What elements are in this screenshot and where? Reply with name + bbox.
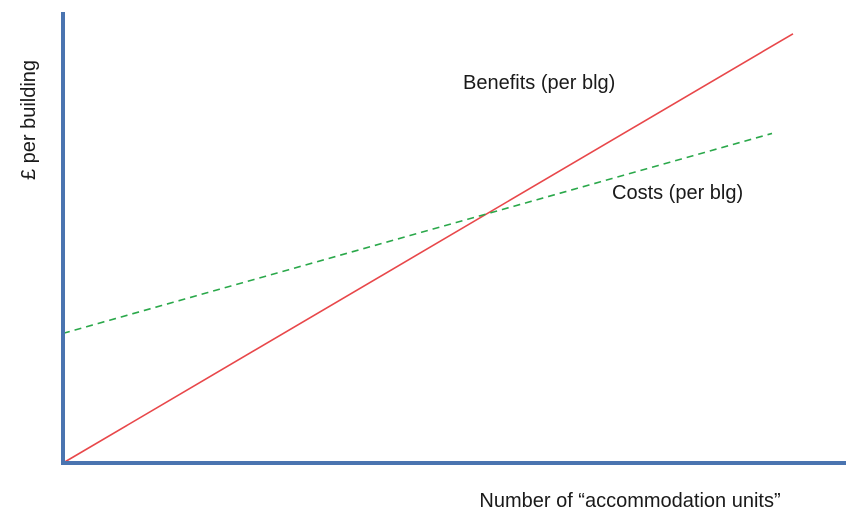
- x-axis-label: Number of “accommodation units”: [479, 490, 780, 511]
- costs-line: [62, 132, 773, 335]
- benefits-line: [62, 33, 794, 464]
- series-layer: [62, 33, 794, 464]
- y-axis-label: £ per building: [18, 60, 40, 180]
- benefits-series-label: Benefits (per blg): [463, 72, 615, 94]
- costs-series-label: Costs (per blg): [612, 182, 743, 204]
